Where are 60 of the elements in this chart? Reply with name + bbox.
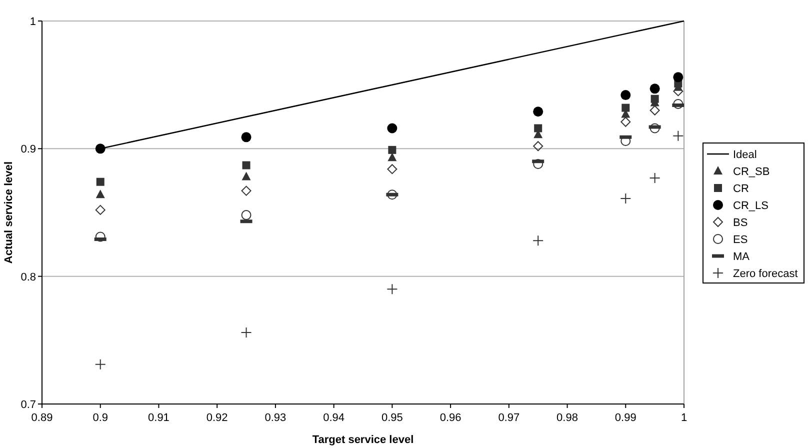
point — [673, 72, 684, 82]
x-axis-title: Target service level — [312, 434, 414, 446]
point — [241, 186, 252, 196]
legend-label: Zero forecast — [733, 268, 798, 280]
x-tick-label: 0.9 — [92, 412, 108, 424]
x-tick-label: 0.89 — [31, 412, 53, 424]
point — [533, 106, 544, 117]
point — [649, 172, 660, 184]
legend-label: BS — [733, 217, 748, 229]
y-tick-label: 0.7 — [20, 399, 36, 411]
y-tick-label: 0.8 — [20, 271, 36, 284]
legend-label: MA — [733, 251, 750, 263]
point — [387, 123, 398, 134]
point — [241, 210, 252, 220]
point — [240, 327, 252, 338]
x-tick-label: 0.91 — [148, 412, 170, 424]
point — [673, 98, 684, 109]
point — [650, 84, 660, 94]
point — [95, 204, 106, 215]
legend-label: ES — [733, 234, 748, 246]
point — [533, 158, 544, 169]
point — [387, 164, 398, 174]
point — [532, 235, 544, 246]
point — [388, 152, 397, 162]
point — [620, 116, 631, 127]
point — [533, 141, 544, 152]
point — [534, 124, 542, 132]
point — [650, 123, 660, 134]
point — [386, 284, 398, 295]
legend-label: CR — [733, 183, 749, 195]
legend-label: CR_SB — [733, 166, 770, 178]
x-tick-label: 0.93 — [264, 412, 286, 424]
y-tick-label: 1 — [30, 16, 36, 28]
y-tick-label: 0.9 — [20, 144, 36, 156]
point — [650, 94, 659, 103]
point — [672, 130, 684, 142]
point — [620, 192, 632, 204]
x-tick-label: 0.94 — [323, 412, 345, 424]
point — [96, 178, 104, 186]
point — [622, 104, 630, 112]
point — [96, 190, 105, 198]
point — [242, 161, 250, 170]
point — [620, 90, 631, 100]
point — [242, 172, 251, 180]
x-tick-label: 0.97 — [498, 412, 520, 424]
point — [95, 144, 106, 154]
x-tick-label: 0.96 — [440, 412, 462, 424]
point — [650, 105, 660, 116]
y-axis-title: Actual service level — [3, 161, 15, 264]
x-tick-label: 1 — [680, 412, 688, 424]
x-tick-label: 0.95 — [381, 412, 403, 424]
point — [95, 232, 106, 242]
legend-label: Ideal — [733, 149, 757, 161]
legend-label: CR_LS — [733, 200, 768, 212]
point — [241, 132, 252, 142]
point — [94, 358, 106, 370]
x-tick-label: 0.92 — [206, 412, 228, 424]
point — [388, 146, 396, 154]
x-tick-label: 0.98 — [556, 412, 578, 424]
x-tick-label: 0.99 — [614, 412, 636, 424]
